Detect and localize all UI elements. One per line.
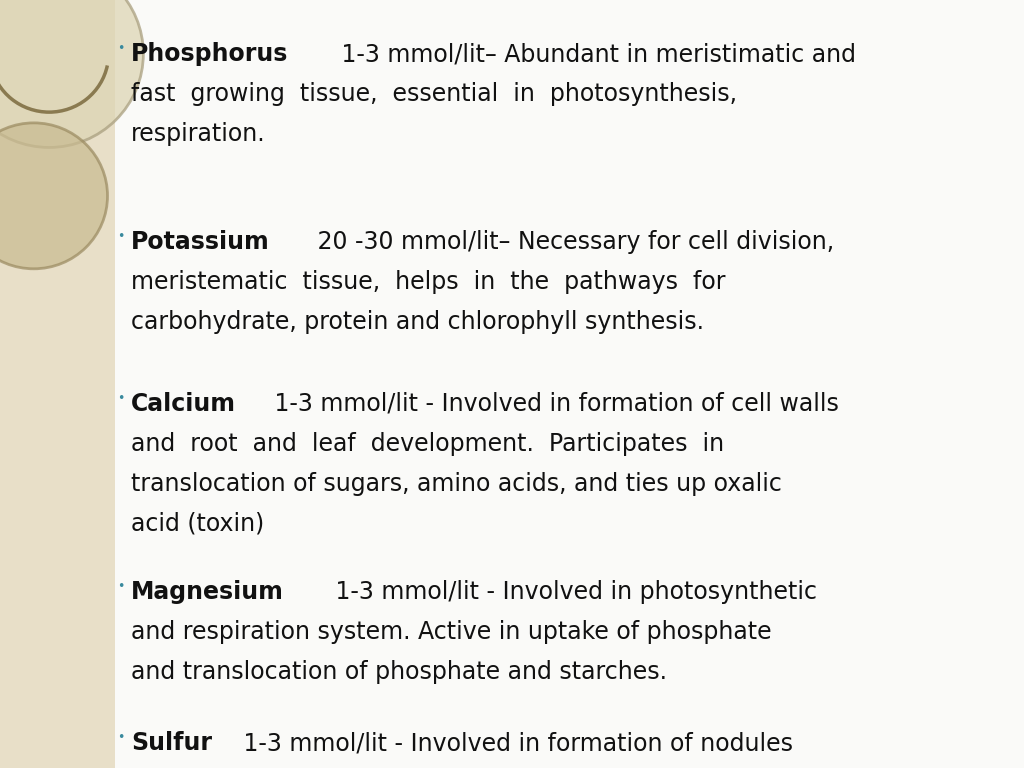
Text: and translocation of phosphate and starches.: and translocation of phosphate and starc… (131, 660, 667, 684)
Text: •: • (117, 580, 125, 593)
Text: 1-3 mmol/lit - Involved in photosynthetic: 1-3 mmol/lit - Involved in photosyntheti… (329, 580, 817, 604)
Text: and respiration system. Active in uptake of phosphate: and respiration system. Active in uptake… (131, 620, 772, 644)
Text: 1-3 mmol/lit - Involved in formation of nodules: 1-3 mmol/lit - Involved in formation of … (236, 731, 793, 755)
Text: translocation of sugars, amino acids, and ties up oxalic: translocation of sugars, amino acids, an… (131, 472, 782, 495)
Ellipse shape (0, 0, 143, 147)
Text: Sulfur: Sulfur (131, 731, 212, 755)
Bar (0, 0, 115, 768)
Text: 20 -30 mmol/lit– Necessary for cell division,: 20 -30 mmol/lit– Necessary for cell divi… (310, 230, 835, 254)
Text: respiration.: respiration. (131, 122, 265, 146)
Text: •: • (117, 42, 125, 55)
Text: meristematic  tissue,  helps  in  the  pathways  for: meristematic tissue, helps in the pathwa… (131, 270, 726, 294)
Text: •: • (117, 731, 125, 744)
Text: fast  growing  tissue,  essential  in  photosynthesis,: fast growing tissue, essential in photos… (131, 82, 737, 106)
Text: •: • (117, 230, 125, 243)
Text: 1-3 mmol/lit– Abundant in meristimatic and: 1-3 mmol/lit– Abundant in meristimatic a… (334, 42, 856, 66)
Ellipse shape (0, 123, 108, 269)
Text: Calcium: Calcium (131, 392, 237, 415)
Text: acid (toxin): acid (toxin) (131, 511, 264, 535)
Text: Phosphorus: Phosphorus (131, 42, 289, 66)
Text: Magnesium: Magnesium (131, 580, 284, 604)
Text: carbohydrate, protein and chlorophyll synthesis.: carbohydrate, protein and chlorophyll sy… (131, 310, 705, 334)
Text: Potassium: Potassium (131, 230, 269, 254)
Text: and  root  and  leaf  development.  Participates  in: and root and leaf development. Participa… (131, 432, 724, 455)
Text: •: • (117, 392, 125, 405)
Text: 1-3 mmol/lit - Involved in formation of cell walls: 1-3 mmol/lit - Involved in formation of … (266, 392, 839, 415)
